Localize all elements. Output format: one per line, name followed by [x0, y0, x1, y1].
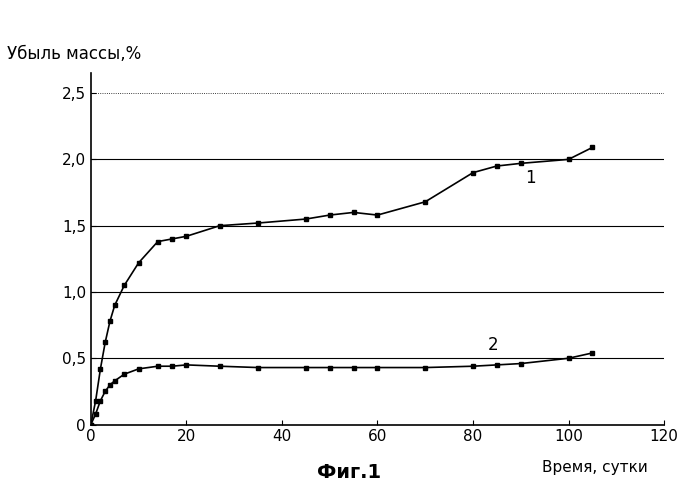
Text: 1: 1 — [526, 169, 536, 187]
Text: Фиг.1: Фиг.1 — [317, 463, 382, 482]
Text: Убыль массы,%: Убыль массы,% — [7, 45, 141, 63]
Text: 2: 2 — [487, 336, 498, 354]
X-axis label: Время, сутки: Время, сутки — [542, 460, 648, 475]
